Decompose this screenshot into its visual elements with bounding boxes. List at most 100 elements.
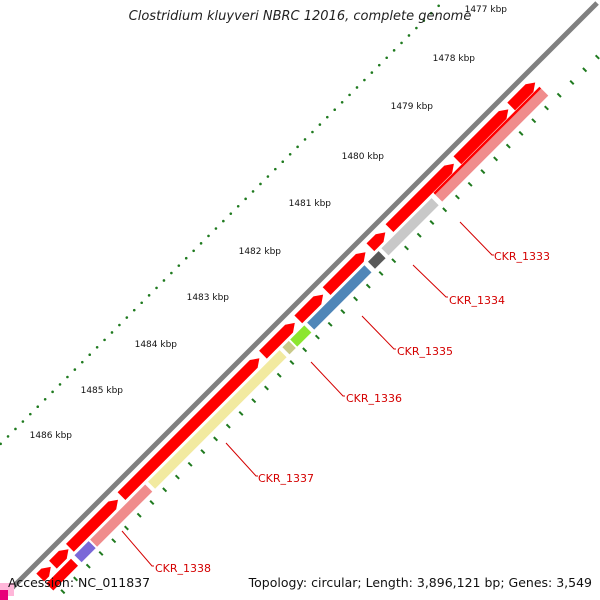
track-tick-mark bbox=[111, 538, 117, 544]
track-tick-mark bbox=[467, 181, 473, 187]
ruler-dot bbox=[125, 316, 129, 319]
track-tick-mark bbox=[518, 130, 524, 136]
ruler-label: 1480 kbp bbox=[342, 152, 385, 162]
inner-cds-track bbox=[0, 86, 549, 600]
track-tick-mark bbox=[162, 487, 168, 493]
ruler-dot bbox=[207, 234, 210, 238]
ruler-dot bbox=[103, 338, 106, 342]
inner-cds-red-1 bbox=[46, 558, 78, 591]
track-tick-mark bbox=[493, 156, 499, 162]
gene-body-ckr-1335 bbox=[307, 265, 372, 330]
track-tick-mark bbox=[327, 321, 333, 327]
gene-label-leader bbox=[225, 442, 258, 477]
track-tick-mark bbox=[416, 232, 422, 238]
tick-marks bbox=[60, 54, 600, 595]
gene-body-ckr-1338 bbox=[90, 484, 153, 547]
ruler-label: 1481 kbp bbox=[289, 199, 332, 209]
ruler-dot bbox=[222, 219, 225, 223]
ruler-dot bbox=[415, 26, 418, 30]
ruler-dot bbox=[43, 397, 47, 401]
ruler-dot bbox=[147, 294, 151, 297]
track-tick-mark bbox=[200, 449, 206, 455]
outer-cds-2 bbox=[49, 549, 69, 569]
ruler-label: 1486 kbp bbox=[30, 431, 73, 441]
gene-body-ckr-1333 bbox=[381, 198, 439, 256]
map-title: Clostridium kluyveri NBRC 12016, complet… bbox=[128, 9, 472, 24]
gene-body-ckr-1337 bbox=[148, 350, 287, 489]
track-tick-mark bbox=[582, 67, 588, 73]
track-tick-mark bbox=[85, 563, 91, 569]
ruler-dot bbox=[437, 4, 440, 8]
track-tick-mark bbox=[531, 118, 537, 124]
track-tick-mark bbox=[594, 54, 600, 60]
ruler-dot bbox=[355, 86, 359, 89]
ruler-dot bbox=[318, 123, 322, 126]
ruler-dot bbox=[266, 175, 270, 178]
ruler-dot bbox=[288, 152, 292, 156]
track-tick-mark bbox=[505, 143, 511, 149]
gene-label-leader bbox=[121, 530, 154, 567]
ruler-dot bbox=[80, 360, 84, 364]
gene-labels: CKR_1333 CKR_1334 CKR_1335 CKR_1336 CKR_1337… bbox=[121, 221, 550, 575]
outer-cds-5 bbox=[259, 322, 295, 359]
outer-cds-6 bbox=[294, 294, 324, 324]
gene-label-ckr-1338[interactable]: CKR_1338 bbox=[155, 562, 211, 575]
outer-cds-9 bbox=[385, 163, 454, 232]
gene-label-ckr-1333[interactable]: CKR_1333 bbox=[494, 250, 550, 263]
track-tick-mark bbox=[302, 347, 308, 353]
outer-cds-8 bbox=[366, 232, 386, 252]
track-tick-mark bbox=[213, 436, 219, 442]
track-tick-mark bbox=[365, 283, 371, 289]
outer-cds-track bbox=[36, 82, 536, 582]
ruler-dot bbox=[51, 390, 54, 394]
track-tick-mark bbox=[544, 105, 549, 111]
track-tick-mark bbox=[454, 194, 460, 200]
gene-body-ckr-1336 bbox=[290, 325, 312, 347]
ruler-dot bbox=[363, 78, 366, 82]
ruler-dot bbox=[348, 93, 351, 97]
track-tick-mark bbox=[124, 525, 129, 531]
outer-cds-4 bbox=[117, 358, 260, 500]
ruler-dot bbox=[333, 108, 337, 112]
track-tick-mark bbox=[340, 309, 346, 315]
ruler-dot bbox=[88, 353, 92, 357]
gene-label-leader bbox=[459, 221, 494, 256]
ruler-dot bbox=[392, 49, 396, 52]
accession-text: Accession: NC_011837 bbox=[8, 575, 151, 590]
track-tick-mark bbox=[60, 589, 66, 595]
ruler-label: 1485 kbp bbox=[81, 386, 124, 396]
ruler-dot bbox=[132, 308, 136, 312]
ruler-dot bbox=[385, 56, 388, 60]
ruler-dot bbox=[281, 160, 285, 163]
ruler: 1477 kbp 1478 kbp 1479 kbp 1480 kbp 1481 kbp… bbox=[0, 4, 507, 446]
gene-label-ckr-1337[interactable]: CKR_1337 bbox=[258, 472, 314, 485]
ruler-label: 1479 kbp bbox=[391, 102, 434, 112]
track-tick-mark bbox=[251, 398, 257, 404]
track-tick-mark bbox=[480, 169, 486, 175]
ruler-dot bbox=[325, 115, 329, 119]
gene-label-ckr-1335[interactable]: CKR_1335 bbox=[397, 345, 453, 358]
ruler-dot bbox=[73, 368, 77, 371]
outer-cds-1 bbox=[36, 566, 51, 582]
ruler-dot bbox=[192, 249, 195, 253]
outer-cds-3 bbox=[66, 499, 118, 552]
track-tick-mark bbox=[314, 334, 320, 340]
inner-cds-olive bbox=[282, 340, 296, 355]
ruler-dot bbox=[400, 41, 403, 45]
track-tick-mark bbox=[353, 296, 359, 302]
gene-label-ckr-1336[interactable]: CKR_1336 bbox=[346, 392, 402, 405]
track-tick-mark bbox=[556, 92, 562, 98]
ruler-dot bbox=[429, 11, 433, 15]
outer-cds-11 bbox=[507, 82, 536, 111]
ruler-dot bbox=[36, 405, 40, 409]
ruler-dot bbox=[155, 286, 158, 290]
gene-label-ckr-1334[interactable]: CKR_1334 bbox=[449, 294, 505, 307]
gene-label-leader bbox=[361, 315, 396, 350]
ruler-dot bbox=[422, 19, 426, 22]
ruler-dot bbox=[370, 71, 374, 74]
outer-cds-7 bbox=[322, 252, 366, 295]
